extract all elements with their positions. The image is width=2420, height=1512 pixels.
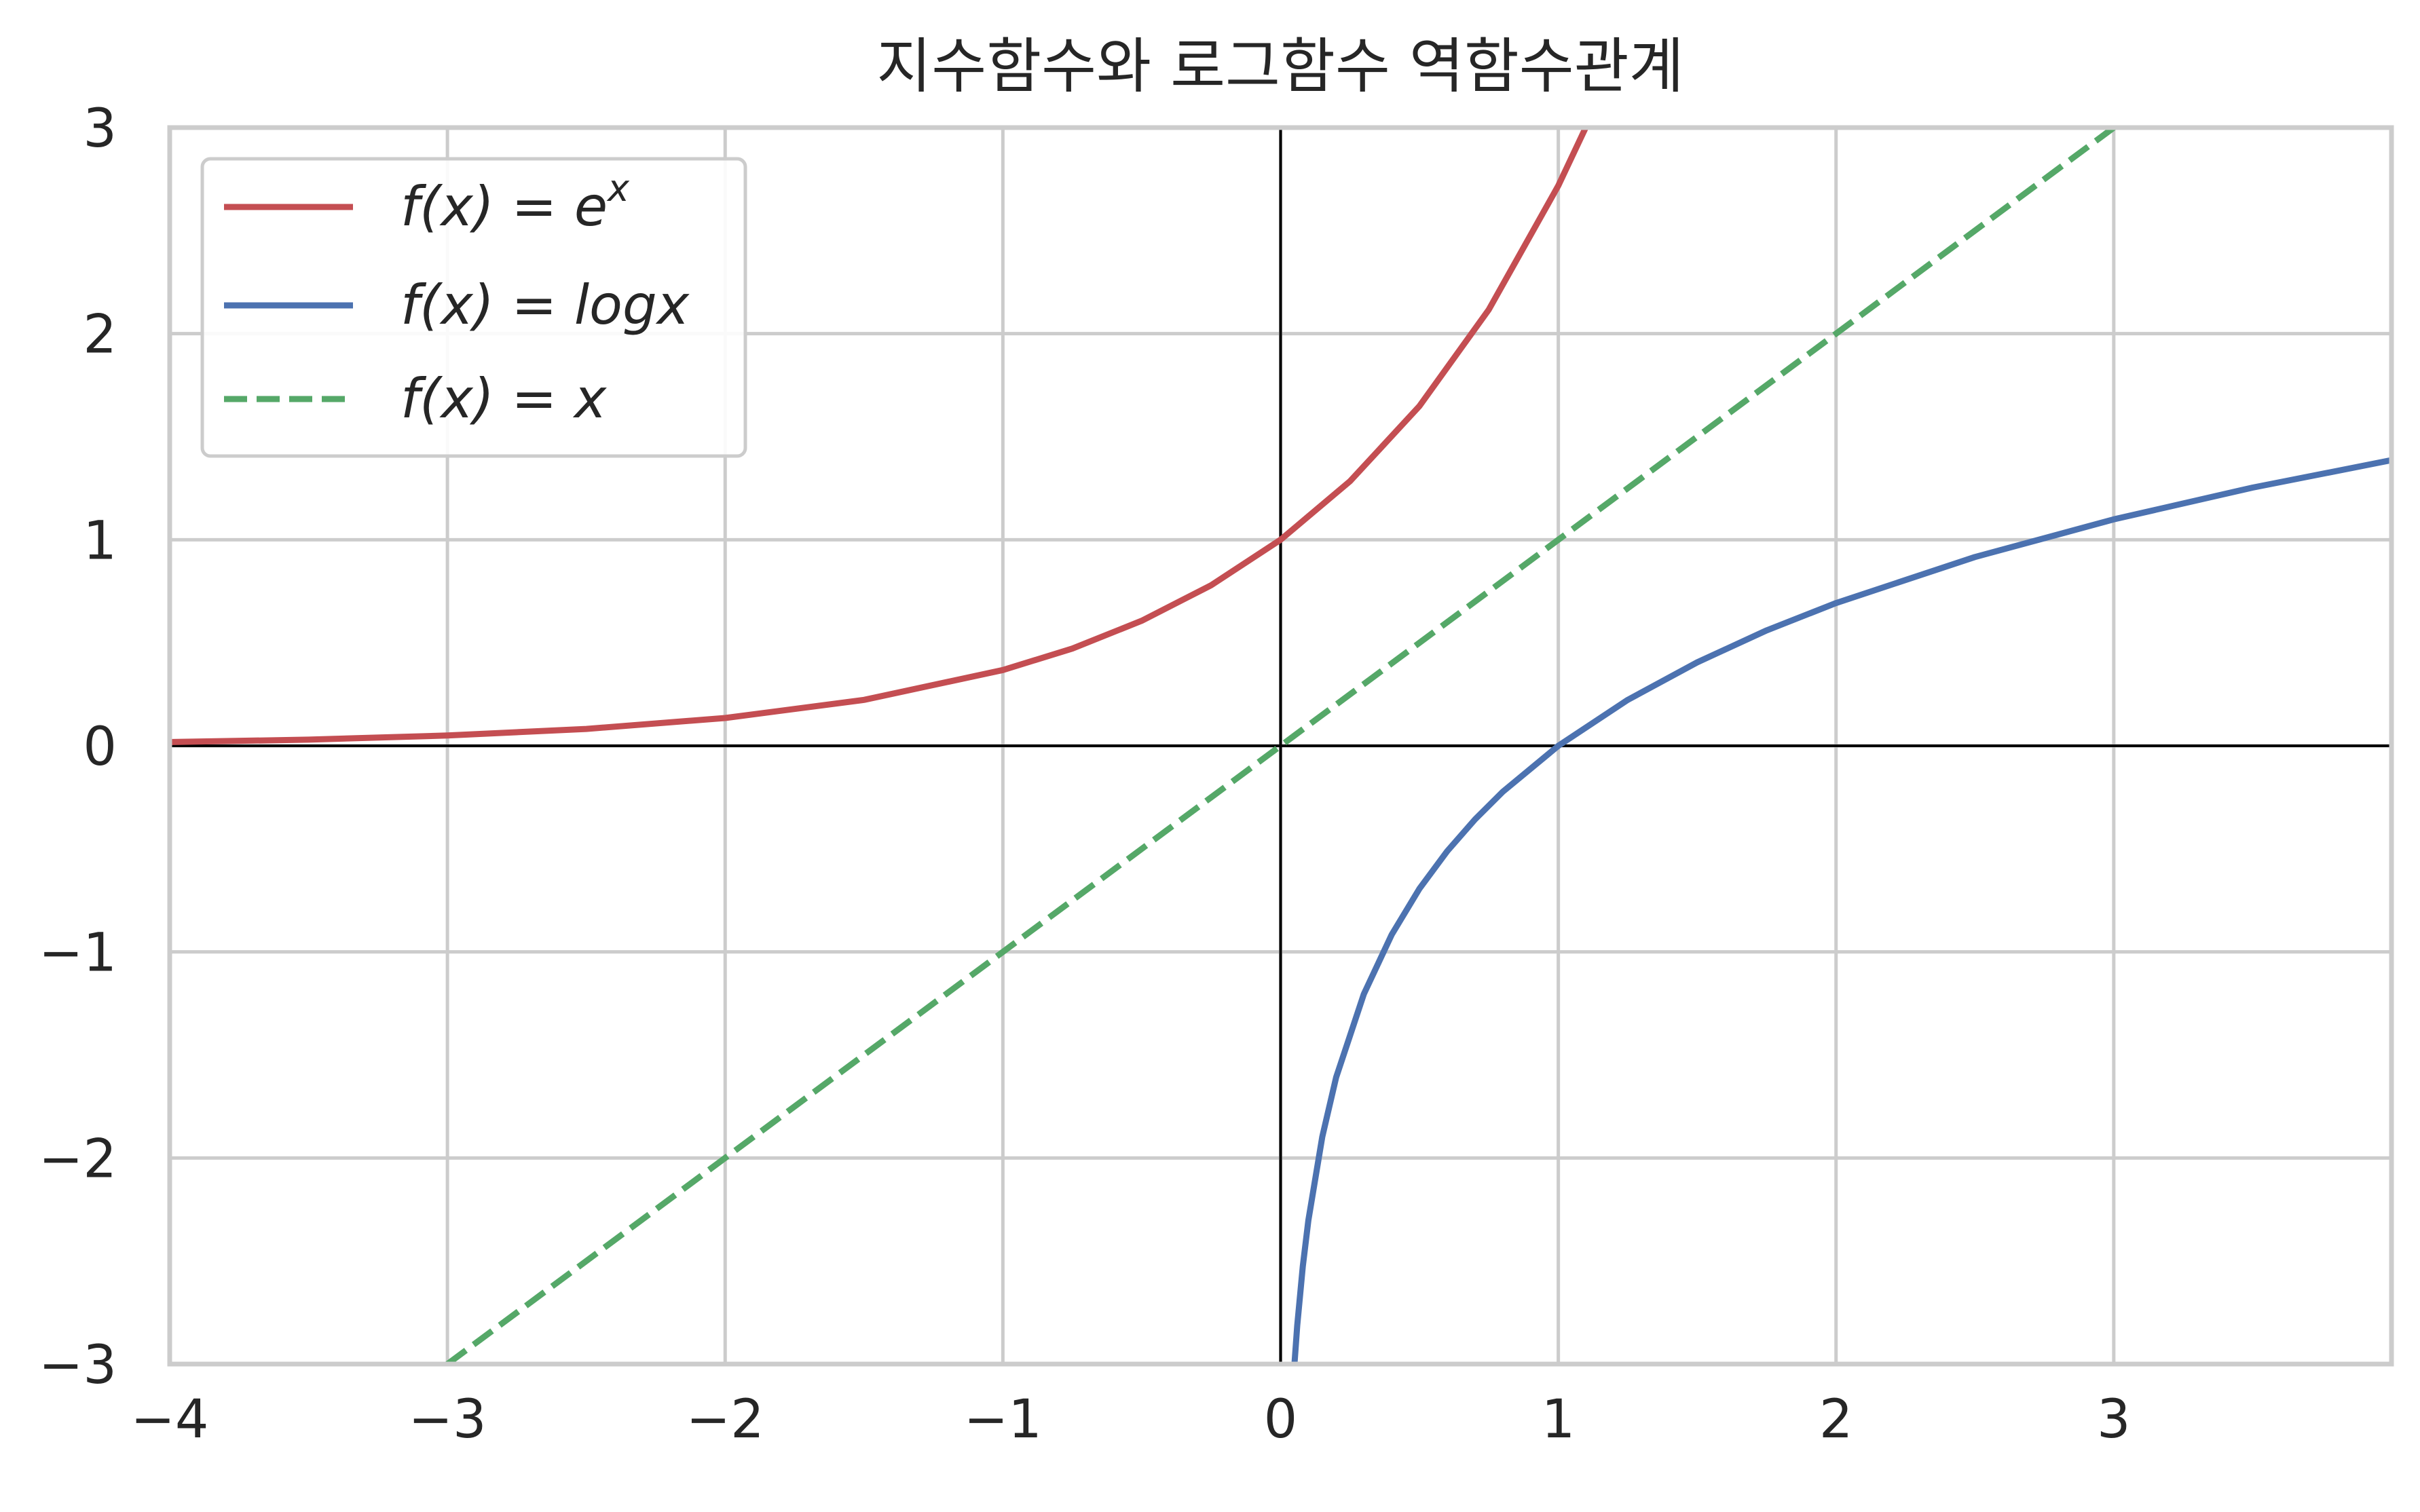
legend: f(x) = ex f(x) = logx f(x) = x <box>200 157 747 458</box>
y-tick-label: 0 <box>83 717 117 778</box>
y-tick-label: 1 <box>83 510 117 571</box>
plot-frame <box>167 125 2394 1367</box>
x-tick-label: 1 <box>1542 1389 1576 1450</box>
series-layer <box>170 128 2391 1364</box>
x-tick-label: −3 <box>409 1389 487 1450</box>
legend-label-log: f(x) = logx <box>401 273 690 337</box>
y-tick-label: −3 <box>39 1335 117 1396</box>
x-tick-label: 3 <box>2097 1389 2131 1450</box>
x-tick-label: −4 <box>131 1389 209 1450</box>
zero-axes <box>170 128 2391 1364</box>
x-tick-label: −1 <box>964 1389 1042 1450</box>
series-line-log <box>1291 457 2391 1364</box>
legend-label-identity: f(x) = x <box>401 367 608 430</box>
y-tick-labels: 3 2 1 0 −1 −2 −3 <box>39 98 117 1396</box>
y-tick-label: −1 <box>39 923 117 984</box>
x-tick-labels: −4 −3 −2 −1 0 1 2 3 <box>131 1389 2131 1450</box>
y-tick-label: −2 <box>39 1129 117 1190</box>
series-line-exp <box>170 128 1589 745</box>
y-tick-label: 2 <box>83 305 117 366</box>
y-tick-label: 3 <box>83 98 117 159</box>
x-tick-label: 2 <box>1819 1389 1853 1450</box>
x-tick-label: 0 <box>1264 1389 1298 1450</box>
legend-label-exp: f(x) = ex <box>401 167 630 238</box>
x-tick-label: −2 <box>686 1389 764 1450</box>
legend-box <box>200 157 747 458</box>
series-line-identity <box>445 128 2116 1364</box>
chart-title: 지수함수와 로그함수 역함수관계 <box>876 31 1683 101</box>
